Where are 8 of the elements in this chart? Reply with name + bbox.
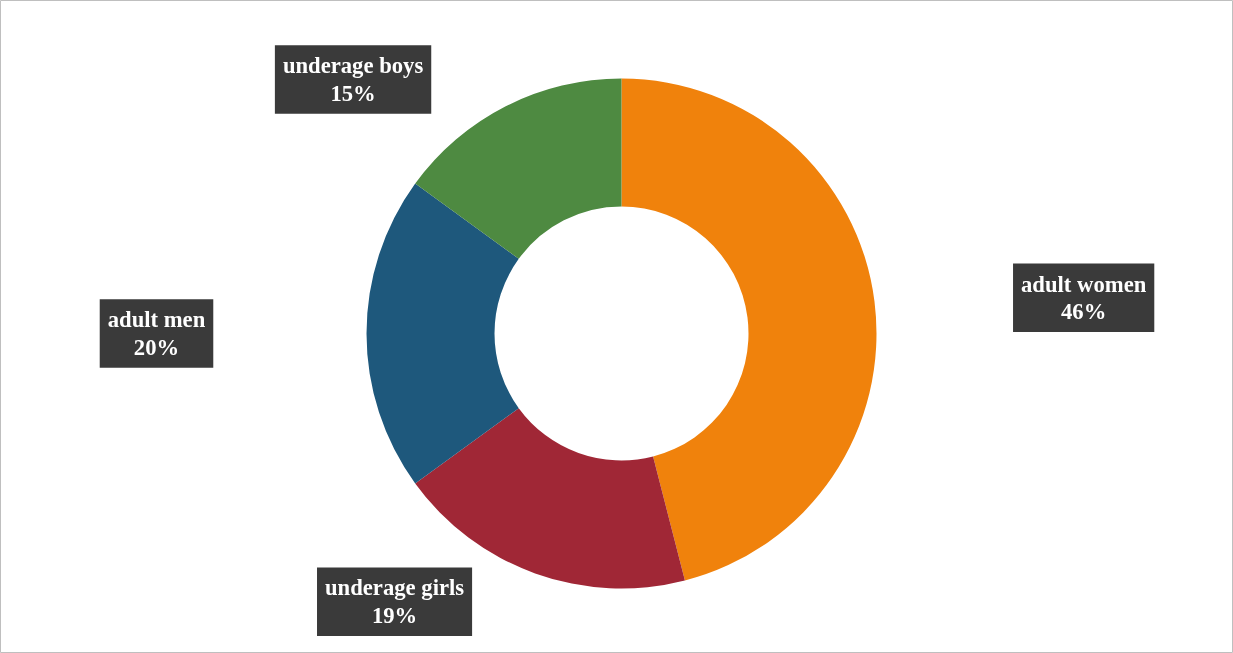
data-label: 19% <box>371 602 418 628</box>
data-label: 15% <box>330 80 376 106</box>
slice-label: adult women <box>1021 271 1147 297</box>
data-label: 20% <box>133 334 180 360</box>
slice-label: adult men <box>107 307 206 333</box>
slice-label: underage boys <box>282 53 424 79</box>
data-label: 46% <box>1061 299 1107 325</box>
slice-label: underage girls <box>325 575 465 601</box>
